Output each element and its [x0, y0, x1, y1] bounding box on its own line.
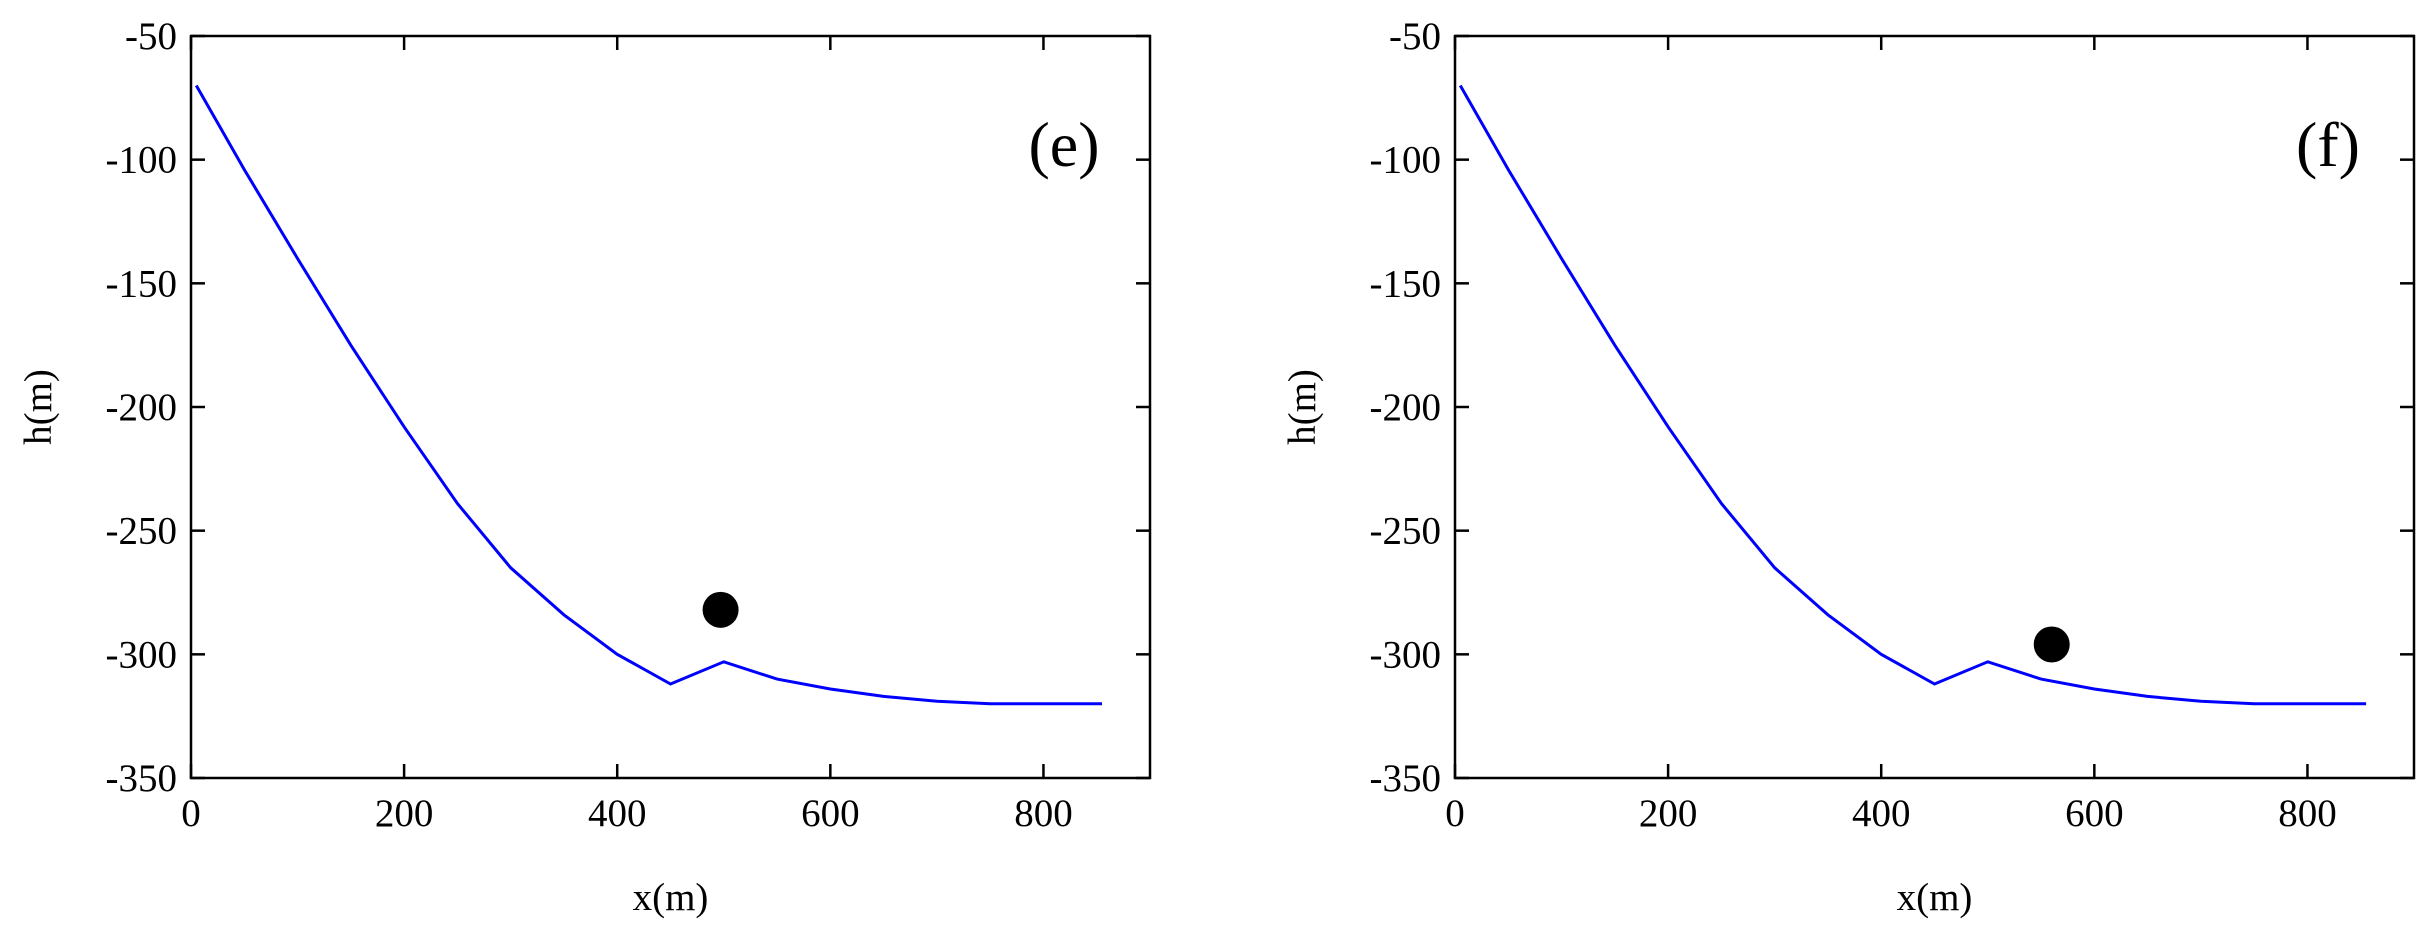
- y-tick-label: -200: [1370, 386, 1442, 429]
- position-marker: [2033, 626, 2070, 663]
- y-tick-label: -250: [106, 510, 178, 553]
- y-tick-label: -100: [106, 139, 178, 182]
- y-tick-label: -200: [106, 386, 178, 429]
- y-tick-label: -150: [1370, 262, 1442, 305]
- plot-area-frame: [189, 34, 1152, 780]
- x-tick-label: 600: [2065, 792, 2124, 835]
- x-tick-label: 400: [588, 792, 647, 835]
- position-marker: [702, 591, 739, 628]
- panel-label: (f): [2296, 109, 2360, 180]
- y-tick-label: -350: [106, 757, 178, 800]
- chart-panel-f: 0 200 400 600 800 -50 -100 -150 -200 -250 -300 -350…: [1281, 15, 2416, 919]
- plot-area-frame: [1453, 34, 2416, 780]
- y-axis-title: h(m): [1281, 369, 1324, 445]
- y-tick-label: -250: [1370, 510, 1442, 553]
- x-tick-label: 200: [1639, 792, 1698, 835]
- y-axis-title: h(m): [17, 369, 60, 445]
- x-tick-label: 800: [1014, 792, 1073, 835]
- x-tick-label: 200: [375, 792, 434, 835]
- series-line: [1458, 84, 2367, 706]
- series-line: [194, 84, 1102, 706]
- y-tick-label: -150: [106, 262, 178, 305]
- x-tick-label: 400: [1852, 792, 1911, 835]
- x-tick-label: 800: [2278, 792, 2337, 835]
- x-tick-label: 0: [181, 792, 201, 835]
- y-tick-label: -100: [1370, 139, 1442, 182]
- y-tick-label: -50: [1389, 15, 1441, 58]
- y-tick-label: -50: [125, 15, 177, 58]
- y-tick-label: -300: [106, 633, 178, 676]
- y-tick-label: -350: [1370, 757, 1442, 800]
- x-tick-label: 0: [1445, 792, 1465, 835]
- x-axis-title: x(m): [633, 876, 709, 919]
- x-axis-title: x(m): [1897, 876, 1973, 919]
- x-tick-label: 600: [801, 792, 860, 835]
- chart-panel-e: 0 200 400 600 800 -50 -100 -150 -200 -250 -300 -350…: [17, 15, 1152, 919]
- y-tick-label: -300: [1370, 633, 1442, 676]
- panel-label: (e): [1028, 109, 1099, 180]
